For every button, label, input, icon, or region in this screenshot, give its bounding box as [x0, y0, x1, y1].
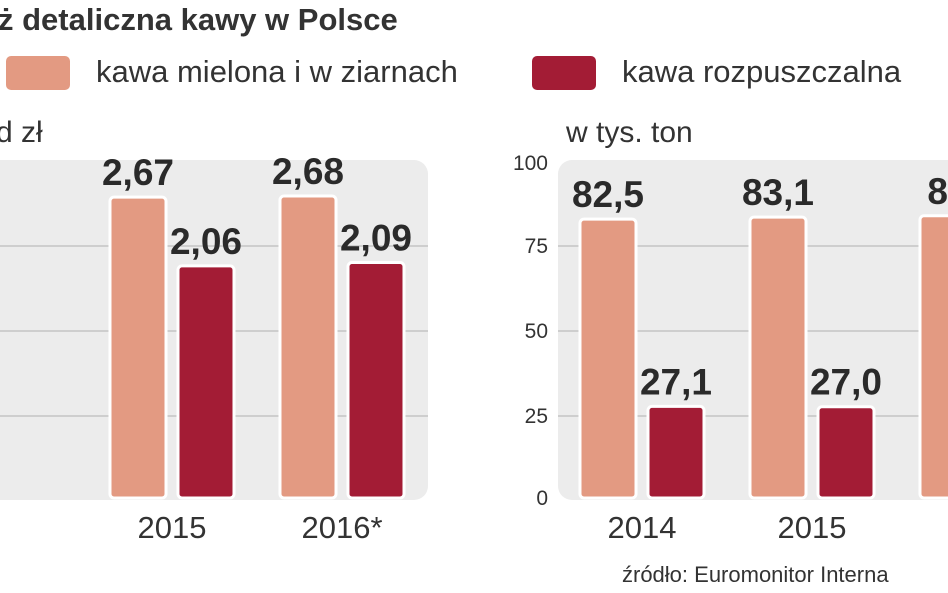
- chart-title: ż detaliczna kawy w Polsce: [0, 2, 398, 37]
- volume-y-tick-label: 0: [536, 487, 548, 510]
- value-bar: [176, 264, 236, 500]
- legend-item-instant: kawa rozpuszczalna: [532, 52, 942, 96]
- value-data-label: 2,68: [272, 151, 344, 192]
- volume-data-label: 83: [927, 171, 948, 212]
- legend-label-ground: kawa mielona i w ziarnach: [96, 54, 458, 89]
- legend-swatch-ground: [6, 56, 70, 90]
- volume-data-label: 82,5: [572, 174, 644, 215]
- volume-y-tick-label: 25: [525, 405, 548, 428]
- value-data-label: 2,06: [170, 221, 242, 262]
- volume-bar: [748, 215, 808, 500]
- volume-unit-label: w tys. ton: [566, 116, 693, 149]
- volume-y-tick-label: 75: [525, 235, 548, 258]
- value-x-tick-label: 2016*: [301, 510, 382, 545]
- volume-data-label: 27,0: [810, 362, 882, 403]
- volume-bar: [646, 404, 706, 500]
- source-note: źródło: Euromonitor Interna: [622, 562, 889, 587]
- legend-swatch-instant: [532, 56, 596, 90]
- volume-y-tick-label: 50: [525, 320, 548, 343]
- volume-x-tick-label: 2015: [778, 510, 847, 545]
- value-data-label: 2,09: [340, 218, 412, 259]
- legend-label-instant: kawa rozpuszczalna: [622, 54, 902, 89]
- value-bar: [108, 195, 168, 500]
- value-unit-label: d zł: [0, 116, 43, 149]
- volume-x-tick-label: 2014: [608, 510, 677, 545]
- value-bar: [346, 261, 406, 500]
- volume-data-label: 27,1: [640, 361, 712, 402]
- volume-y-tick-label: 100: [513, 152, 548, 175]
- legend-item-ground: kawa mielona i w ziarnach: [6, 52, 506, 96]
- volume-data-label: 83,1: [742, 172, 814, 213]
- volume-bar: [816, 405, 876, 500]
- volume-bar: [918, 214, 948, 500]
- volume-bar: [578, 217, 638, 500]
- value-bar: [278, 194, 338, 500]
- value-x-tick-label: 2015: [138, 510, 207, 545]
- value-data-label: 2,67: [102, 152, 174, 193]
